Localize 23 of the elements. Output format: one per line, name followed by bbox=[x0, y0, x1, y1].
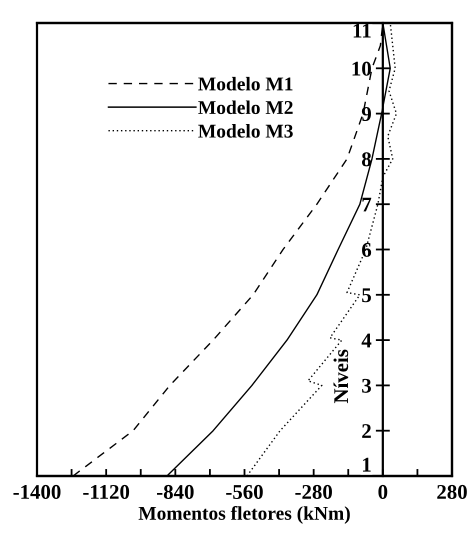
legend-label: Modelo M3 bbox=[198, 124, 293, 138]
legend-label: Modelo M1 bbox=[198, 76, 292, 91]
y-tick-label: 4 bbox=[362, 334, 372, 348]
legend-label: Modelo M2 bbox=[198, 100, 293, 114]
y-tick-label: 8 bbox=[362, 152, 372, 166]
x-tick-label: -840 bbox=[157, 484, 194, 499]
y-tick-label: 9 bbox=[362, 107, 371, 122]
y-tick-label: 5 bbox=[362, 288, 371, 302]
y-tick-label: 1 bbox=[362, 458, 371, 472]
x-axis-title: Momentos fletores (kNm) bbox=[138, 506, 350, 524]
y-axis-title: Níveis bbox=[333, 350, 348, 404]
y-tick-label: 11 bbox=[354, 24, 371, 38]
y-tick-label: 2 bbox=[362, 424, 371, 438]
y-tick-label: 7 bbox=[362, 198, 372, 212]
x-tick-label: -1120 bbox=[83, 484, 130, 499]
x-tick-label: 0 bbox=[378, 484, 388, 499]
x-tick-label: -280 bbox=[295, 484, 332, 499]
x-tick-label: -560 bbox=[226, 484, 263, 499]
y-tick-label: 3 bbox=[362, 378, 372, 393]
y-tick-label: 6 bbox=[362, 242, 372, 257]
x-tick-label: -1400 bbox=[13, 484, 61, 499]
x-tick-label: 280 bbox=[437, 484, 467, 499]
y-tick-label: 10 bbox=[352, 62, 371, 76]
